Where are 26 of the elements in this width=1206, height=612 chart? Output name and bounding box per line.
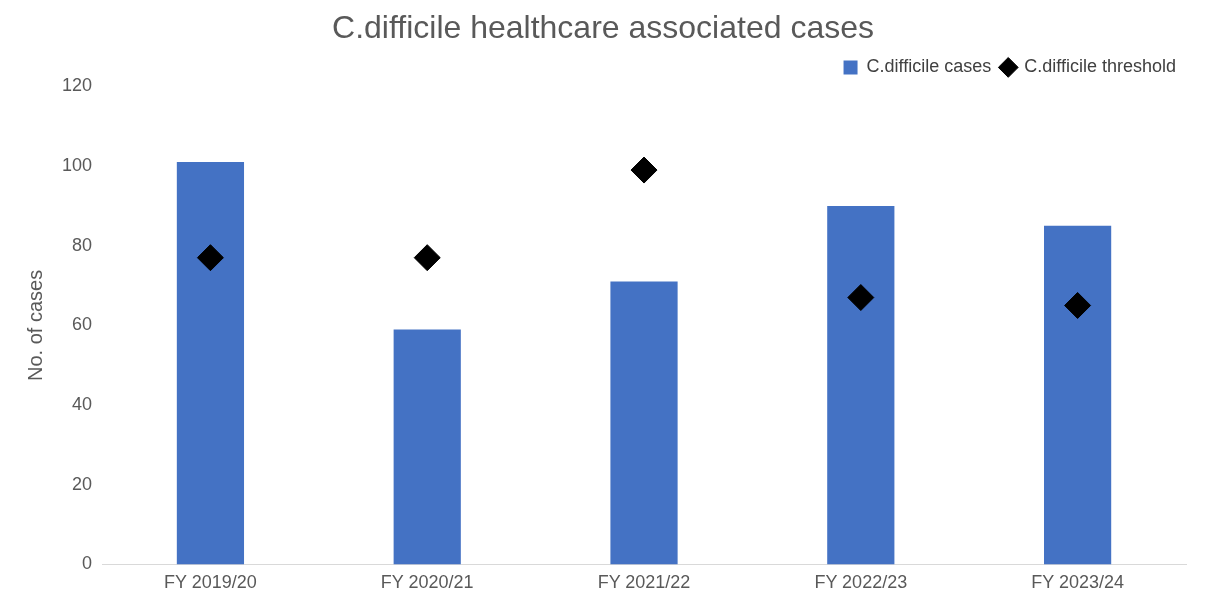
y-tick-label: 80 (72, 234, 93, 255)
x-tick-label: FY 2023/24 (1031, 572, 1124, 593)
legend-label: C.difficile threshold (1024, 56, 1177, 77)
x-tick-label: FY 2022/23 (814, 572, 908, 593)
y-axis-title: No. of cases (23, 269, 46, 381)
point (1064, 291, 1092, 319)
chart-title: C.difficile healthcare associated cases (332, 9, 874, 46)
x-tick-label: FY 2021/22 (597, 572, 691, 593)
y-tick-label: 120 (61, 75, 93, 96)
point (630, 156, 658, 184)
y-tick-label: 40 (72, 394, 93, 415)
bar (827, 205, 895, 565)
point (413, 244, 441, 272)
y-tick-label: 20 (72, 473, 93, 494)
x-tick-label: FY 2020/21 (380, 572, 474, 593)
legend-label: C.difficile cases (866, 56, 992, 77)
y-tick-label: 100 (61, 155, 93, 176)
y-tick-label: 60 (72, 314, 93, 335)
x-tick-label: FY 2019/20 (164, 572, 257, 593)
bar (1044, 225, 1112, 565)
bar (176, 162, 245, 565)
bar (393, 329, 461, 565)
y-tick-label: 0 (82, 553, 93, 574)
point (196, 244, 224, 272)
point (847, 284, 875, 312)
bar (610, 281, 678, 565)
